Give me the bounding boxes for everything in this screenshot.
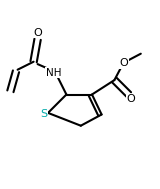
- Text: O: O: [120, 58, 128, 68]
- Text: O: O: [127, 94, 136, 104]
- Text: O: O: [33, 28, 42, 38]
- Text: S: S: [40, 109, 48, 119]
- Text: NH: NH: [46, 68, 61, 78]
